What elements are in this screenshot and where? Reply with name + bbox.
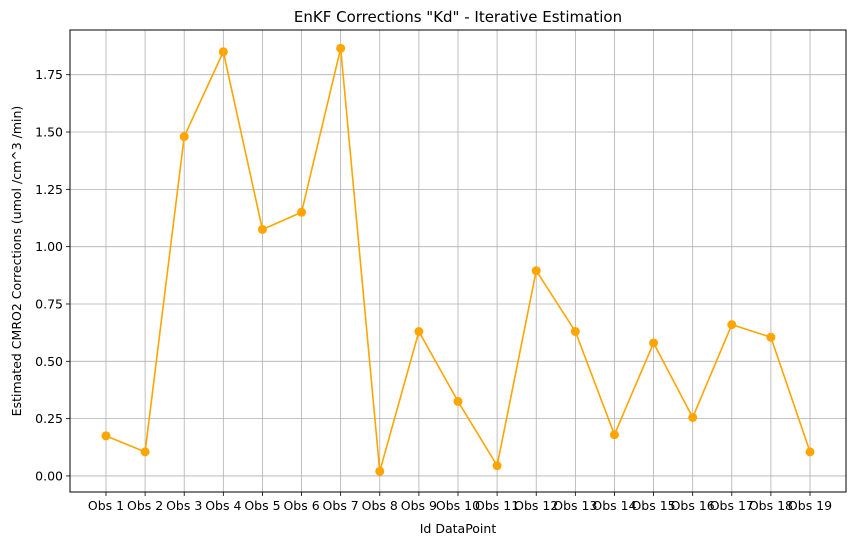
data-point — [179, 132, 189, 142]
y-tick-label: 0.00 — [35, 468, 63, 483]
x-tick-label: Obs 3 — [166, 498, 202, 513]
x-tick-label: Obs 19 — [788, 498, 832, 513]
data-point — [688, 412, 698, 422]
x-axis-title: Id DataPoint — [420, 521, 497, 536]
data-point — [257, 224, 267, 234]
data-point — [609, 430, 619, 440]
y-tick-label: 0.75 — [35, 296, 63, 311]
data-point — [492, 461, 502, 471]
x-tick-label: Obs 4 — [205, 498, 241, 513]
data-point — [101, 431, 111, 441]
x-tick-label: Obs 2 — [127, 498, 163, 513]
series-layer — [101, 43, 815, 476]
x-tick-label: Obs 1 — [88, 498, 124, 513]
data-point — [297, 207, 307, 217]
x-tick-label: Obs 13 — [553, 498, 597, 513]
x-tick-label: Obs 11 — [475, 498, 519, 513]
x-tick-label: Obs 17 — [710, 498, 754, 513]
x-tick-label: Obs 8 — [362, 498, 398, 513]
chart-title: EnKF Corrections "Kd" - Iterative Estima… — [294, 8, 622, 26]
x-tick-label: Obs 7 — [323, 498, 359, 513]
data-point — [414, 327, 424, 337]
data-point — [336, 43, 346, 53]
y-tick-label: 1.00 — [35, 239, 63, 254]
data-point — [453, 396, 463, 406]
data-point — [531, 266, 541, 276]
x-tick-label: Obs 14 — [592, 498, 636, 513]
x-tick-label: Obs 10 — [436, 498, 480, 513]
x-tick-label: Obs 9 — [401, 498, 437, 513]
data-point — [766, 332, 776, 342]
data-point — [570, 327, 580, 337]
x-tick-label: Obs 12 — [514, 498, 558, 513]
x-tick-label: Obs 5 — [244, 498, 280, 513]
y-tick-label: 0.50 — [35, 354, 63, 369]
data-point — [649, 338, 659, 348]
y-tick-label: 1.50 — [35, 125, 63, 140]
x-tick-label: Obs 16 — [671, 498, 715, 513]
x-tick-label: Obs 18 — [749, 498, 793, 513]
x-tick-label: Obs 6 — [283, 498, 319, 513]
data-point — [140, 447, 150, 457]
data-point — [727, 320, 737, 330]
y-tick-label: 0.25 — [35, 411, 63, 426]
y-tick-label: 1.25 — [35, 182, 63, 197]
data-point — [805, 447, 815, 457]
ticks-layer: Obs 1 Obs 2 Obs 3 Obs 4 Obs 5 Obs 6 Obs 7 Obs 8… — [35, 67, 832, 513]
y-tick-label: 1.75 — [35, 67, 63, 82]
y-axis-title: Estimated CMRO2 Corrections (umol /cm^3 … — [9, 106, 24, 417]
data-point — [375, 466, 385, 476]
data-point — [218, 47, 228, 57]
x-tick-label: Obs 15 — [631, 498, 675, 513]
